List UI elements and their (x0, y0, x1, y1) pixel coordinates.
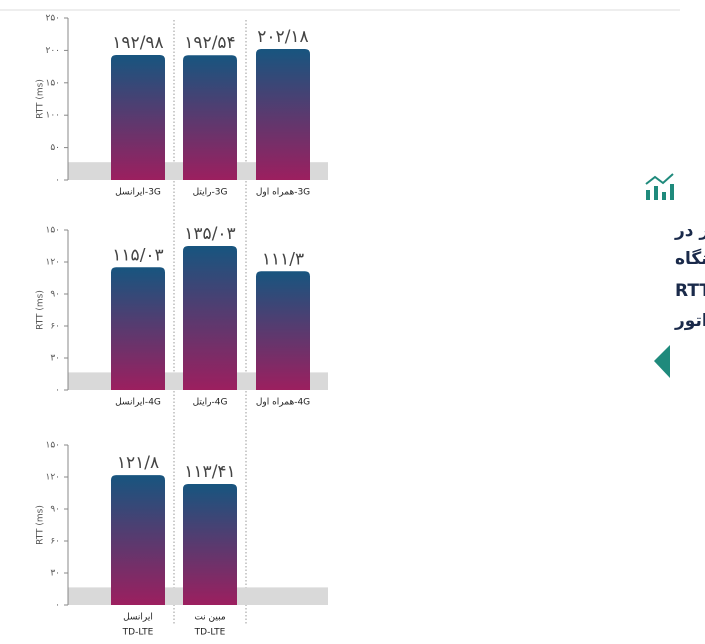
x-tick-label: مبین نت (194, 613, 225, 623)
y-tick-label: ۳۰ (50, 569, 60, 579)
heading-icon (645, 173, 674, 200)
y-tick-label: ۱۲۰ (45, 473, 60, 483)
y-tick-label: ۱۰۰ (45, 111, 60, 121)
bar (256, 48, 310, 180)
heading-line: وضعیت کلی کشور در (674, 221, 705, 241)
bar (111, 54, 165, 180)
bar (111, 475, 165, 605)
bar (183, 55, 237, 180)
y-axis-label: RTT (ms) (36, 505, 46, 545)
y-tick-label: ۹۰ (50, 505, 60, 515)
y-tick-label: ۵۰ (50, 143, 60, 153)
x-tick-label: ایرانسل (123, 613, 153, 623)
y-tick-label: ۳۰ (50, 354, 60, 364)
y-tick-label: ۶۰ (50, 322, 60, 332)
value-label: ۱۲۱/۸ (117, 453, 159, 473)
x-tick-label: 4G-ایرانسل (115, 398, 161, 408)
y-tick-label: ۱۲۰ (45, 258, 60, 268)
y-axis-label: RTT (ms) (36, 79, 46, 119)
y-tick-label: ۹۰ (50, 290, 60, 300)
arrow-marker (654, 345, 670, 378)
heading-line: به ازای پارامتر RTT (675, 281, 705, 301)
value-label: ۱۱۱/۳ (262, 249, 304, 269)
x-tick-label: 4G-رایتل (193, 398, 228, 408)
y-tick-label: ۱۵۰ (45, 441, 60, 451)
y-tick-label: ۰ (55, 386, 60, 396)
value-label: ۱۳۵/۰۳ (184, 224, 235, 244)
value-label: ۲۰۲/۱۸ (257, 27, 308, 47)
x-tick-label: 4G-همراه اول (256, 398, 310, 408)
y-tick-label: ۰ (55, 176, 60, 186)
bar (111, 267, 165, 390)
x-tick-label: TD-LTE (122, 628, 154, 638)
value-label: ۱۱۳/۴۱ (184, 462, 235, 482)
bar (183, 245, 237, 390)
y-tick-label: ۲۰۰ (45, 46, 60, 56)
x-tick-label: 3G-رایتل (193, 188, 228, 198)
y-tick-label: ۶۰ (50, 537, 60, 547)
y-tick-label: ۱۵۰ (45, 78, 60, 88)
y-tick-label: ۲۵۰ (45, 14, 60, 24)
heading-line: یک نگاه (675, 248, 705, 269)
x-tick-label: TD-LTE (194, 628, 226, 638)
y-axis-label: RTT (ms) (36, 290, 46, 330)
x-tick-label: 3G-ایرانسل (115, 188, 161, 198)
value-label: ۱۹۲/۹۸ (112, 33, 163, 53)
y-tick-label: ۰ (55, 601, 60, 611)
value-label: ۱۹۲/۵۴ (184, 33, 235, 53)
bar (183, 484, 237, 605)
x-tick-label: 3G-همراه اول (256, 188, 310, 198)
value-label: ۱۱۵/۰۳ (112, 245, 163, 265)
heading-line: به تفکیک اپراتور (674, 311, 705, 331)
y-tick-label: ۱۵۰ (45, 226, 60, 236)
bar (256, 271, 310, 390)
